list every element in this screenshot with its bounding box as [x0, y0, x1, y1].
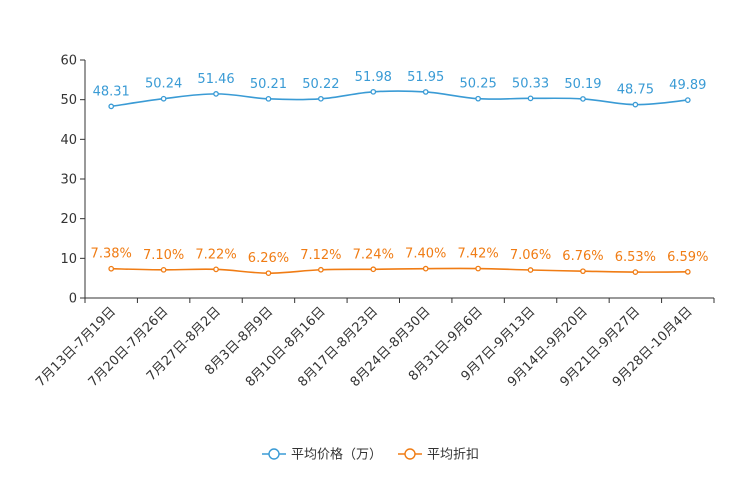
- y-tick-label: 0: [69, 292, 77, 307]
- data-label: 48.31: [93, 84, 130, 99]
- data-point: [580, 96, 586, 102]
- data-points: [108, 88, 691, 277]
- data-label: 6.76%: [562, 249, 603, 264]
- data-label: 50.33: [512, 76, 549, 91]
- data-point: [475, 265, 481, 272]
- data-label: 50.21: [250, 77, 287, 92]
- y-tick-label: 60: [60, 54, 77, 69]
- series-line-1: [111, 267, 688, 274]
- data-label: 7.38%: [91, 247, 132, 262]
- series-line-0: [111, 90, 688, 108]
- legend-label: 平均价格（万）: [291, 447, 382, 463]
- y-tick-label: 50: [60, 93, 77, 108]
- series-lines: [111, 90, 688, 274]
- data-point: [265, 95, 272, 102]
- data-point: [265, 270, 272, 277]
- data-label: 48.75: [617, 83, 654, 98]
- data-label: 50.24: [145, 77, 182, 92]
- data-point: [318, 95, 324, 102]
- legend-marker-icon: [268, 448, 280, 460]
- data-point: [527, 267, 534, 273]
- data-point: [632, 269, 639, 275]
- legend-marker-icon: [404, 448, 416, 460]
- data-point: [108, 265, 115, 272]
- data-point: [422, 265, 429, 272]
- y-tick-label: 20: [60, 212, 77, 227]
- data-point: [318, 266, 324, 273]
- data-point: [370, 88, 377, 95]
- data-label: 51.46: [197, 72, 234, 87]
- data-label: 50.25: [460, 77, 497, 92]
- data-point: [527, 95, 534, 102]
- data-point: [160, 95, 167, 102]
- data-point: [370, 266, 377, 273]
- data-point: [422, 89, 429, 95]
- y-tick-label: 40: [60, 133, 77, 148]
- axes: 01020304050607月13日-7月19日7月20日-7月26日7月27日…: [33, 54, 715, 390]
- y-tick-label: 10: [60, 252, 77, 267]
- data-point: [108, 103, 115, 110]
- data-label: 51.95: [407, 70, 444, 85]
- data-label: 50.22: [302, 77, 339, 92]
- data-label: 6.59%: [667, 250, 708, 265]
- legend-label: 平均折扣: [427, 448, 479, 463]
- data-label: 7.12%: [300, 248, 341, 263]
- y-tick-label: 30: [60, 173, 77, 188]
- data-label: 7.40%: [405, 247, 446, 262]
- data-label: 7.10%: [143, 248, 184, 263]
- data-label: 49.89: [669, 78, 706, 93]
- data-point: [213, 91, 219, 97]
- data-point: [580, 268, 586, 275]
- data-label: 50.19: [564, 77, 601, 92]
- data-point: [632, 101, 639, 108]
- data-label: 7.06%: [510, 248, 551, 263]
- data-point: [684, 269, 691, 275]
- data-label: 6.26%: [248, 251, 289, 266]
- data-label: 6.53%: [615, 250, 656, 265]
- data-point: [684, 97, 691, 103]
- data-labels: 48.31 50.24 51.46 50.21 50.22 51.98 51.95 50.25…: [91, 70, 709, 266]
- data-point: [475, 95, 481, 102]
- data-label: 51.98: [355, 70, 392, 85]
- data-label: 7.42%: [457, 247, 498, 262]
- data-point: [213, 266, 219, 273]
- legend: 平均价格（万） 平均折扣: [262, 447, 479, 463]
- data-label: 7.22%: [195, 247, 236, 262]
- data-point: [160, 266, 167, 273]
- data-label: 7.24%: [353, 247, 394, 262]
